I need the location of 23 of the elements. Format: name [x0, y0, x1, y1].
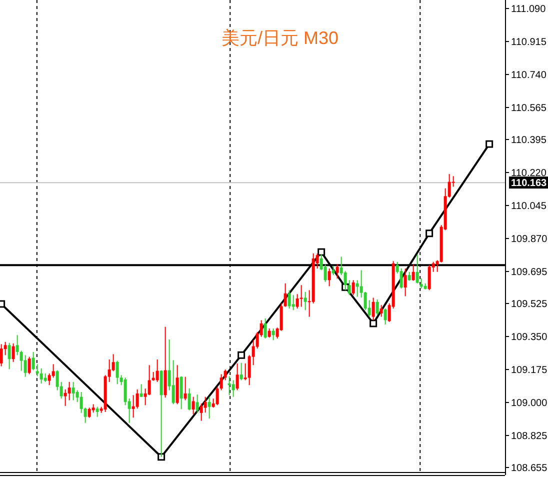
y-tick-label: 110.045 — [511, 201, 547, 212]
point — [318, 248, 326, 256]
point — [370, 320, 378, 328]
y-tick-label: 109.175 — [511, 365, 548, 376]
y-tick-label: 108.825 — [511, 431, 548, 442]
point — [238, 351, 246, 359]
y-tick-label: 110.565 — [511, 103, 547, 114]
y-tick-label: 109.525 — [511, 299, 548, 310]
y-tick-label: 111.090 — [511, 4, 546, 15]
point — [158, 453, 166, 461]
y-tick-label: 110.395 — [511, 135, 547, 146]
y-tick-label: 108.655 — [511, 463, 548, 474]
point — [426, 230, 434, 238]
y-tick-label: 110.740 — [511, 70, 547, 81]
y-tick-label: 110.915 — [511, 37, 547, 48]
y-tick-label: 109.870 — [511, 234, 548, 245]
y-tick-label: 109.000 — [511, 398, 548, 409]
y-tick-label: 110.220 — [511, 168, 547, 179]
y-tick-label: 109.695 — [511, 267, 548, 278]
ref-line-label: 110.163 — [511, 178, 548, 190]
y-tick-label: 109.350 — [511, 332, 548, 343]
text: 美元/日元 M30 — [221, 28, 339, 48]
point — [486, 140, 494, 148]
